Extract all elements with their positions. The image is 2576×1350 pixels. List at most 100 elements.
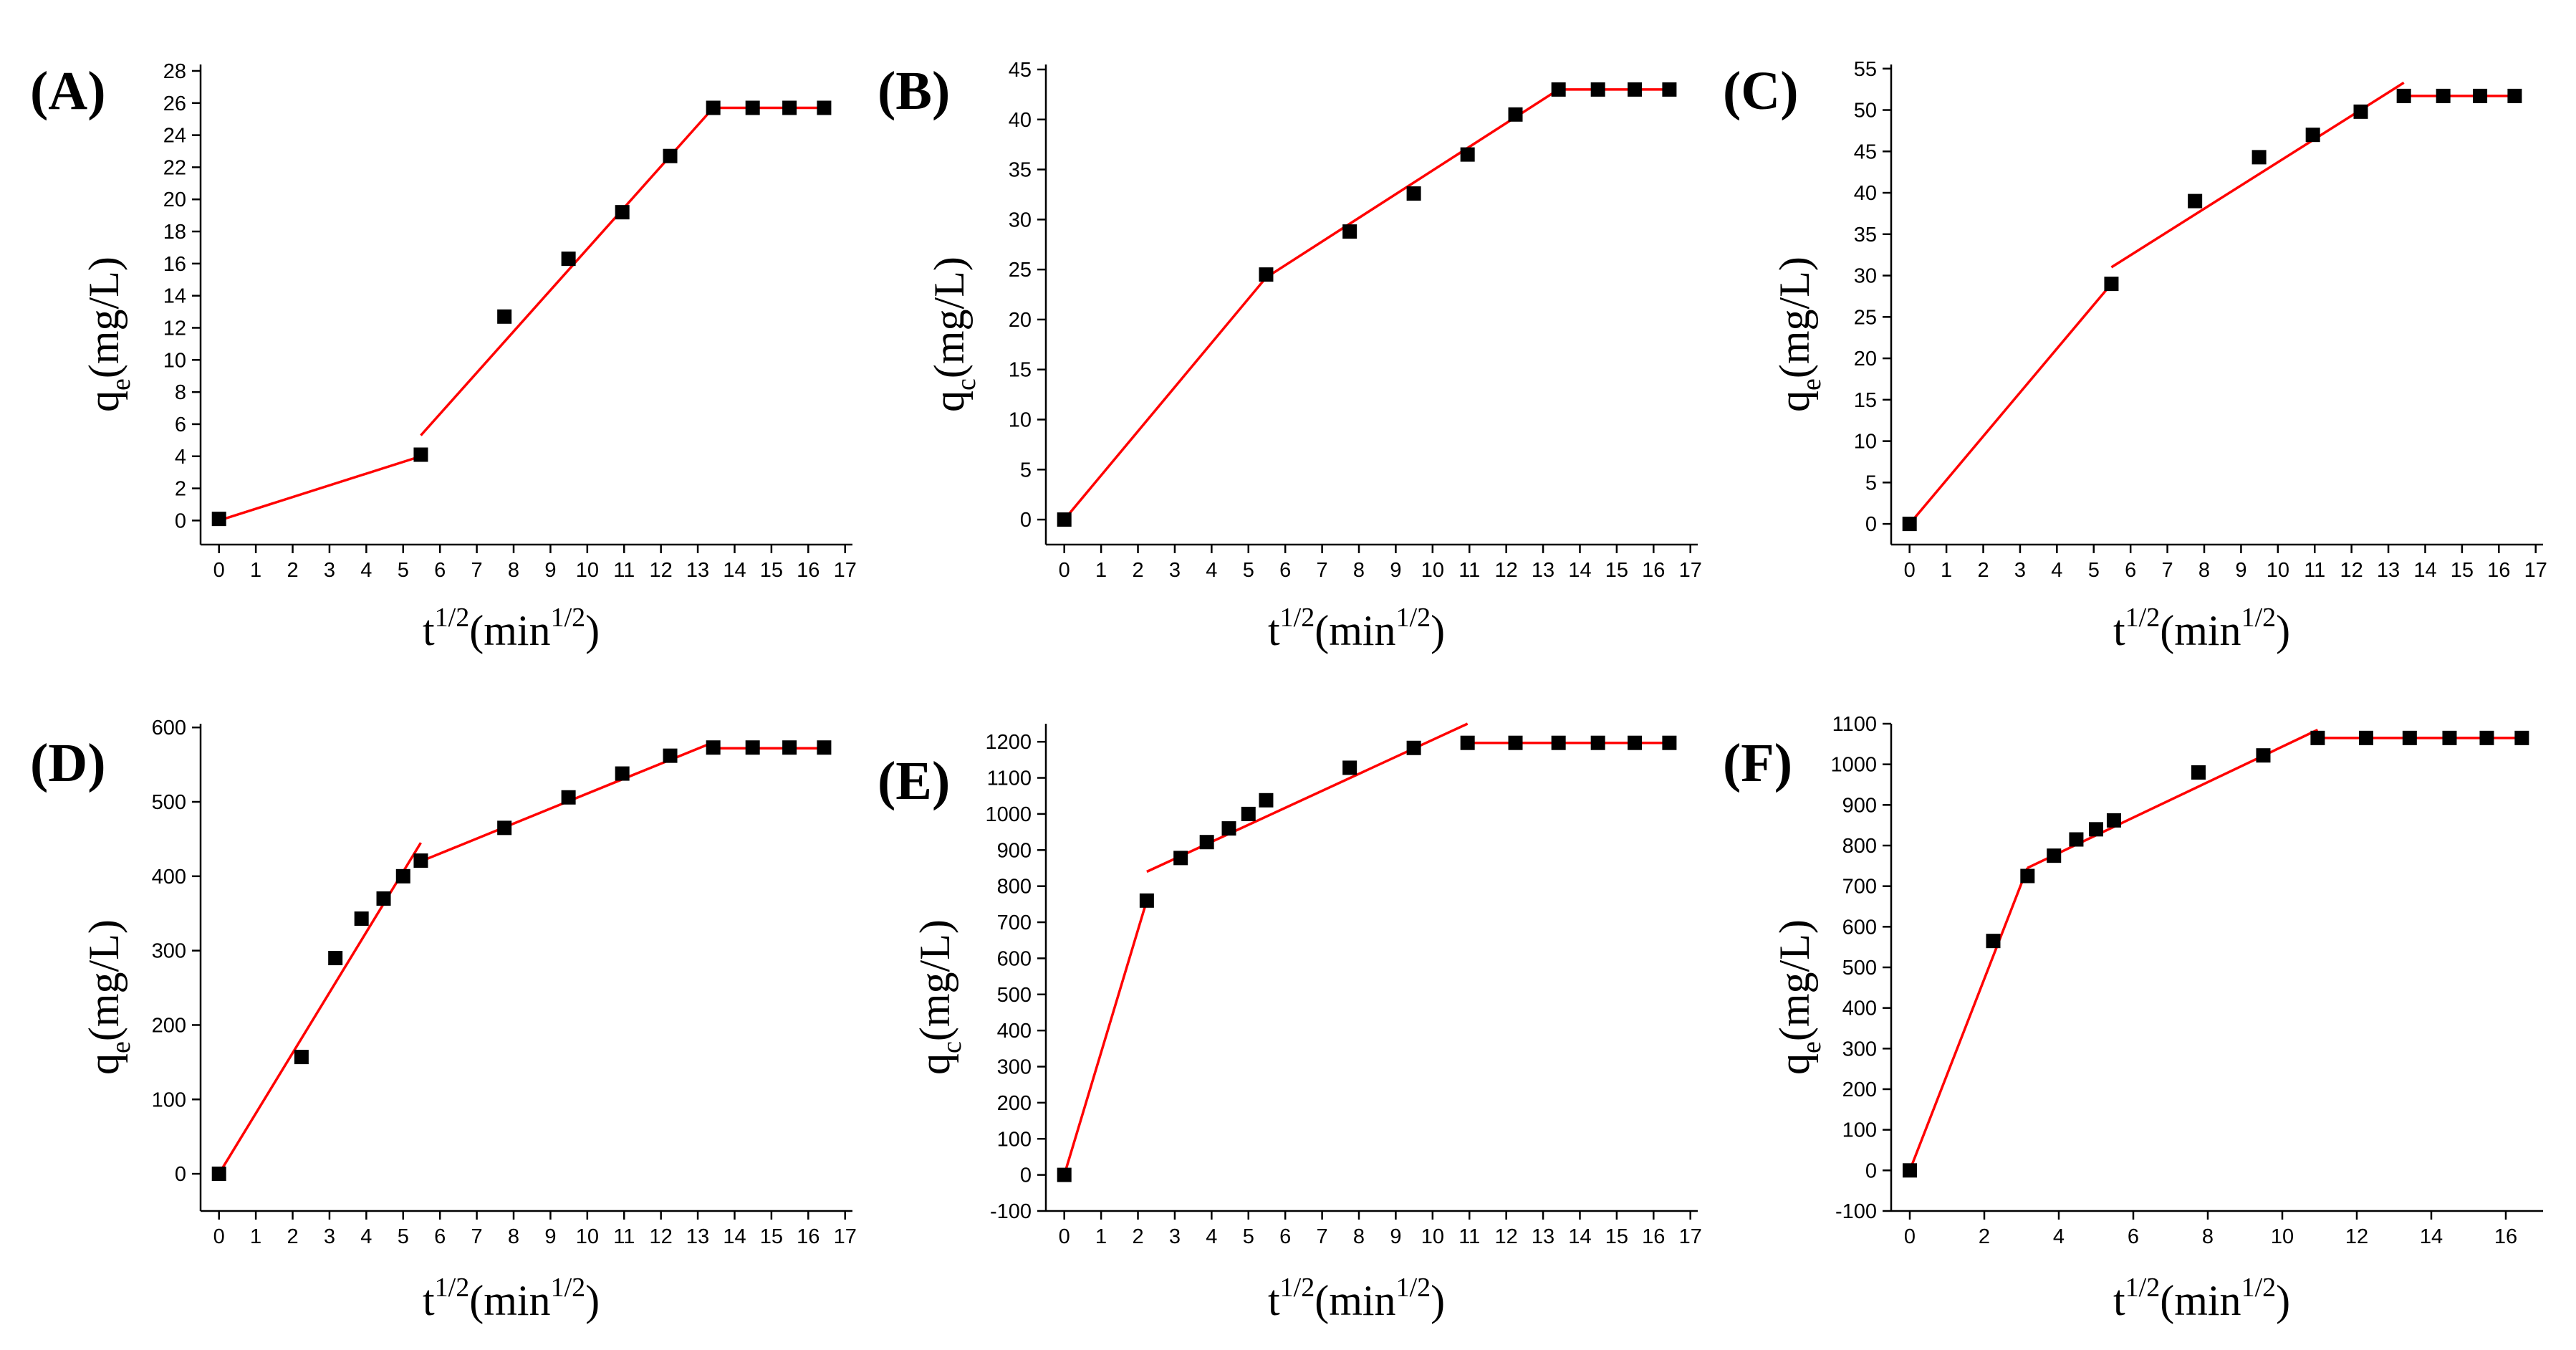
data-point	[1057, 512, 1072, 527]
y-tick-label: 900	[997, 839, 1032, 862]
x-tick-label: 13	[686, 559, 709, 582]
y-tick-label: 35	[1009, 159, 1032, 182]
y-tick-label: 18	[163, 221, 186, 244]
x-tick-label: 17	[834, 1225, 857, 1248]
x-tick-label: 2	[1979, 1225, 1990, 1248]
data-point	[1508, 735, 1523, 750]
data-point	[1590, 735, 1605, 750]
x-tick-label: 8	[2202, 1225, 2214, 1248]
y-axis-title: qe(mg/L)	[1771, 257, 1827, 412]
y-tick-label: 1100	[987, 767, 1032, 790]
fit-line	[1908, 282, 2113, 525]
plot-area: 0 1 2 3 4 5 6 7 8 9 10 11 12 13 14 15 16 1705101520253035…	[1854, 58, 2547, 582]
x-tick-label: 14	[1568, 559, 1591, 582]
x-tick-label: 10	[1421, 1225, 1444, 1248]
fit-line	[2027, 728, 2319, 869]
data-point	[745, 740, 760, 755]
x-tick-label: 4	[360, 559, 372, 582]
data-point	[2104, 277, 2119, 292]
y-tick-label: 25	[1009, 259, 1032, 282]
x-tick-label: 12	[650, 1225, 673, 1248]
data-point	[1057, 1167, 1072, 1182]
x-tick-label: 4	[1206, 1225, 1217, 1248]
y-tick-label: 24	[163, 125, 186, 148]
x-tick-label: 16	[1642, 559, 1665, 582]
x-tick-label: 5	[398, 559, 409, 582]
x-tick-label: 10	[576, 1225, 599, 1248]
y-tick-label: 100	[152, 1088, 186, 1111]
x-axis-title: t1/2(min1/2)	[423, 603, 600, 654]
data-point	[1551, 82, 1566, 97]
x-tick-label: 9	[1390, 559, 1401, 582]
data-point	[2436, 88, 2451, 103]
y-tick-label: 600	[1842, 916, 1877, 939]
y-axis-title-text: qe(mg/L)	[80, 257, 136, 412]
y-tick-label: 50	[1854, 100, 1877, 123]
y-tick-label: 500	[997, 984, 1032, 1007]
x-tick-label: 10	[2271, 1225, 2294, 1248]
x-tick-label: 1	[250, 559, 261, 582]
x-tick-label: 8	[1353, 559, 1365, 582]
y-tick-label: 6	[175, 413, 186, 436]
y-axis-title: qe(mg/L)	[1771, 919, 1827, 1075]
panel-e: (E) qc(mg/L) t1/2(min1/2) 0 1 2 3 4 5 6 7 8 9 10 11…	[878, 722, 1702, 1324]
data-point	[497, 820, 512, 836]
x-axis-title: t1/2(min1/2)	[2113, 603, 2290, 654]
x-tick-label: 15	[1605, 1225, 1628, 1248]
x-tick-label: 5	[2088, 559, 2100, 582]
y-tick-label: 1000	[1830, 754, 1877, 777]
y-tick-label: 8	[175, 381, 186, 404]
x-tick-label: 6	[1279, 1225, 1291, 1248]
x-tick-label: 9	[1390, 1225, 1401, 1248]
x-tick-label: 7	[471, 559, 483, 582]
x-tick-label: 13	[686, 1225, 709, 1248]
x-axis-title: t1/2(min1/2)	[1268, 1273, 1445, 1324]
x-tick-label: 17	[1679, 559, 1702, 582]
y-tick-label: 0	[1865, 513, 1877, 536]
data-point	[211, 1167, 226, 1182]
x-tick-label: 4	[360, 1225, 372, 1248]
x-tick-label: 6	[434, 1225, 446, 1248]
data-point	[1662, 735, 1677, 750]
x-tick-label: 14	[2420, 1225, 2443, 1248]
data-point	[354, 911, 369, 926]
x-axis-title-text: t1/2(min1/2)	[423, 603, 600, 654]
data-point	[413, 853, 428, 868]
x-tick-label: 11	[613, 1225, 635, 1248]
x-tick-label: 13	[1532, 1225, 1554, 1248]
y-tick-label: 20	[1854, 348, 1877, 370]
panel-d: (D) qe(mg/L) t1/2(min1/2) 0 1 2 3 4 5 6 7 8 9 10 11…	[30, 717, 857, 1324]
x-tick-label: 1	[1095, 559, 1107, 582]
y-tick-label: 30	[1009, 209, 1032, 231]
y-tick-label: 0	[1865, 1159, 1877, 1182]
data-point	[497, 309, 512, 324]
plot-area: 0 1 2 3 4 5 6 7 8 9 10 11 12 13 14 15 16 17-1000100200300…	[985, 722, 1702, 1248]
data-point	[1342, 760, 1357, 775]
data-point	[1628, 82, 1643, 97]
x-axis-title-text: t1/2(min1/2)	[423, 1273, 600, 1324]
data-point	[2020, 868, 2035, 884]
y-tick-label: 200	[152, 1014, 186, 1037]
x-tick-label: 16	[797, 559, 820, 582]
x-tick-label: 4	[1206, 559, 1217, 582]
panel-a: (A) qe(mg/L) t1/2(min1/2) 0 1 2 3 4 5 6 7 8 9 10 11…	[30, 60, 857, 654]
x-tick-label: 0	[1059, 1225, 1070, 1248]
x-tick-label: 4	[2053, 1225, 2065, 1248]
x-tick-label: 0	[1059, 559, 1070, 582]
y-tick-label: 14	[163, 285, 186, 308]
data-point	[1406, 186, 1421, 201]
y-tick-label: 900	[1842, 794, 1877, 817]
x-tick-label: 0	[213, 1225, 225, 1248]
x-tick-label: 14	[723, 559, 746, 582]
y-tick-label: 200	[997, 1092, 1032, 1115]
data-point	[2353, 104, 2368, 119]
y-tick-label: 400	[1842, 997, 1877, 1020]
plot-area: 0 1 2 3 4 5 6 7 8 9 10 11 12 13 14 15 16 1702468101214161…	[163, 60, 857, 582]
y-tick-label: 15	[1009, 359, 1032, 382]
x-tick-label: 16	[1642, 1225, 1665, 1248]
x-tick-label: 1	[250, 1225, 261, 1248]
x-tick-label: 12	[650, 559, 673, 582]
x-tick-label: 14	[2413, 559, 2436, 582]
panel-label: (B)	[878, 61, 950, 121]
x-tick-label: 12	[1495, 1225, 1518, 1248]
